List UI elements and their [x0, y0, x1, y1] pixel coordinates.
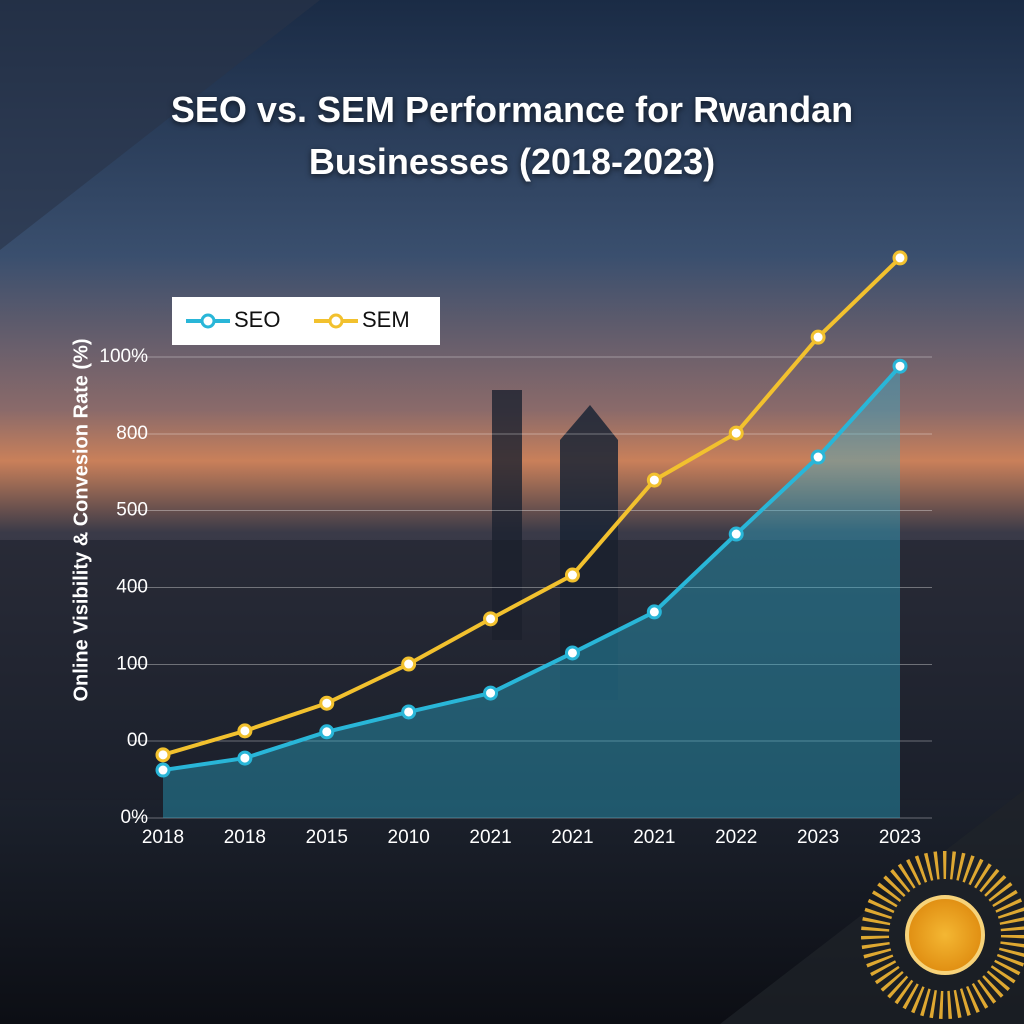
point	[319, 695, 335, 711]
y-tick-label: 0%	[121, 807, 149, 828]
pattern-corner	[0, 0, 320, 250]
point	[401, 704, 417, 720]
line	[162, 256, 902, 757]
sun-emblem	[861, 851, 1024, 1019]
point	[237, 750, 253, 766]
point	[483, 611, 499, 627]
y-tick-label: 400	[116, 577, 148, 598]
city	[0, 540, 1024, 800]
y-axis-label: Online Visibility & Convesion Rate (%)	[70, 338, 92, 701]
x-tick-label: 2010	[388, 827, 430, 848]
x-tick-label: 2018	[224, 827, 266, 848]
y-tick-label: 800	[116, 423, 148, 444]
point	[319, 724, 335, 740]
legend-label: SEO	[234, 307, 280, 332]
y-tick-label: 500	[116, 500, 148, 521]
point	[155, 747, 171, 763]
point	[646, 604, 662, 620]
point	[810, 449, 826, 465]
point	[892, 250, 908, 266]
legend-marker	[328, 313, 344, 329]
chart-title: SEO vs. SEM Performance for Rwandan Busi…	[170, 89, 854, 182]
line	[162, 364, 902, 773]
point	[564, 645, 580, 661]
point	[646, 472, 662, 488]
x-tick-label: 2021	[469, 827, 511, 848]
point	[564, 567, 580, 583]
point	[728, 425, 744, 441]
point	[810, 329, 826, 345]
point	[401, 656, 417, 672]
legend-marker	[200, 313, 216, 329]
y-tick-label: 00	[127, 730, 148, 751]
point	[892, 358, 908, 374]
legend-label: SEM	[362, 307, 410, 332]
x-tick-label: 2023	[797, 827, 839, 848]
point	[728, 526, 744, 542]
point	[237, 723, 253, 739]
point	[483, 685, 499, 701]
point	[155, 762, 171, 778]
y-tick-label: 100	[116, 654, 148, 675]
x-tick-label: 2021	[551, 827, 593, 848]
area	[163, 366, 900, 818]
x-tick-label: 2022	[715, 827, 757, 848]
x-tick-label: 2015	[306, 827, 348, 848]
x-tick-label: 2023	[879, 827, 921, 848]
x-tick-label: 2018	[142, 827, 184, 848]
y-tick-label: 100%	[99, 346, 148, 367]
x-tick-label: 2021	[633, 827, 675, 848]
